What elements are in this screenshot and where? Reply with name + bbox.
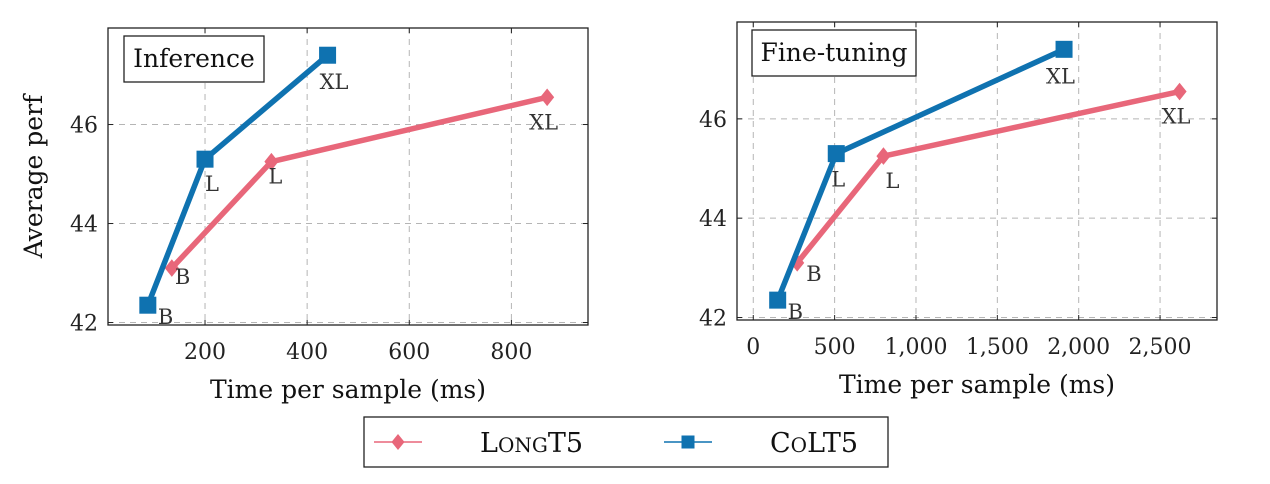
- chart-title-box: [123, 35, 265, 83]
- longt5-point-label: B: [806, 262, 821, 286]
- x-tick-label: 2,000: [1047, 335, 1110, 360]
- longt5-point-label: XL: [1162, 105, 1191, 129]
- legend-marker-colt5: [681, 435, 695, 449]
- y-axis-label: Average perf: [19, 93, 48, 259]
- legend-label-longt5: LONGT5: [480, 428, 583, 459]
- colt5-point: [827, 145, 845, 163]
- y-tick-label: 46: [70, 114, 98, 139]
- longt5-point-label: L: [268, 165, 282, 189]
- x-axis-label: Time per sample (ms): [210, 375, 486, 404]
- x-tick-label: 800: [490, 340, 532, 365]
- x-tick-label: 0: [746, 335, 760, 360]
- chart-panel-2: 0 500 1,000 1,500 2,000 2,500 42 44 46 Time per s…: [699, 21, 1218, 399]
- longt5-point: [264, 152, 279, 171]
- plot-frame: [736, 21, 1218, 321]
- longt5-line: [169, 94, 550, 271]
- colt5-point-label: XL: [320, 70, 349, 94]
- x-tick-label: 200: [184, 340, 226, 365]
- colt5-point: [139, 296, 157, 314]
- y-tick-label: 42: [70, 312, 98, 337]
- longt5-point-label: L: [885, 169, 899, 193]
- plot-frame: [107, 27, 589, 326]
- colt5-point-label: L: [831, 168, 845, 192]
- y-tick-label: 44: [70, 213, 98, 238]
- x-tick-label: 400: [286, 340, 328, 365]
- longt5-point: [164, 259, 179, 277]
- longt5-line: [794, 88, 1183, 266]
- colt5-point: [769, 291, 787, 309]
- longt5-point-label: B: [175, 265, 190, 289]
- longt5-point: [540, 88, 555, 107]
- x-axis-label: Time per sample (ms): [839, 370, 1115, 399]
- legend: LONGT5 COLT5: [363, 416, 889, 468]
- chart-title: Fine-tuning: [760, 38, 907, 67]
- colt5-point-label: B: [788, 300, 803, 324]
- x-tick-label: 1,500: [966, 335, 1029, 360]
- x-tick-label: 600: [388, 340, 430, 365]
- longt5-point: [1172, 82, 1187, 101]
- colt5-point: [319, 46, 337, 64]
- colt5-point: [1055, 40, 1073, 58]
- colt5-point-label: B: [158, 305, 173, 329]
- legend-marker-longt5: [391, 434, 405, 450]
- legend-box: [363, 416, 889, 468]
- colt5-point: [196, 150, 214, 168]
- x-tick-label: 500: [814, 335, 856, 360]
- colt5-point-label: XL: [1046, 64, 1075, 88]
- legend-label-colt5: COLT5: [770, 428, 858, 459]
- y-tick-label: 46: [699, 108, 727, 133]
- longt5-point-label: XL: [529, 110, 558, 134]
- chart-title: Inference: [133, 44, 255, 73]
- y-tick-label: 42: [699, 307, 727, 332]
- chart-panel-1: 200 400 600 800 42 44 46 Time per sample (ms) Av…: [19, 27, 589, 404]
- x-tick-label: 2,500: [1129, 335, 1192, 360]
- x-tick-label: 1,000: [884, 335, 947, 360]
- y-tick-label: 44: [699, 207, 727, 232]
- colt5-point-label: L: [205, 172, 219, 196]
- chart-title-box: [751, 29, 917, 77]
- longt5-point: [876, 147, 891, 165]
